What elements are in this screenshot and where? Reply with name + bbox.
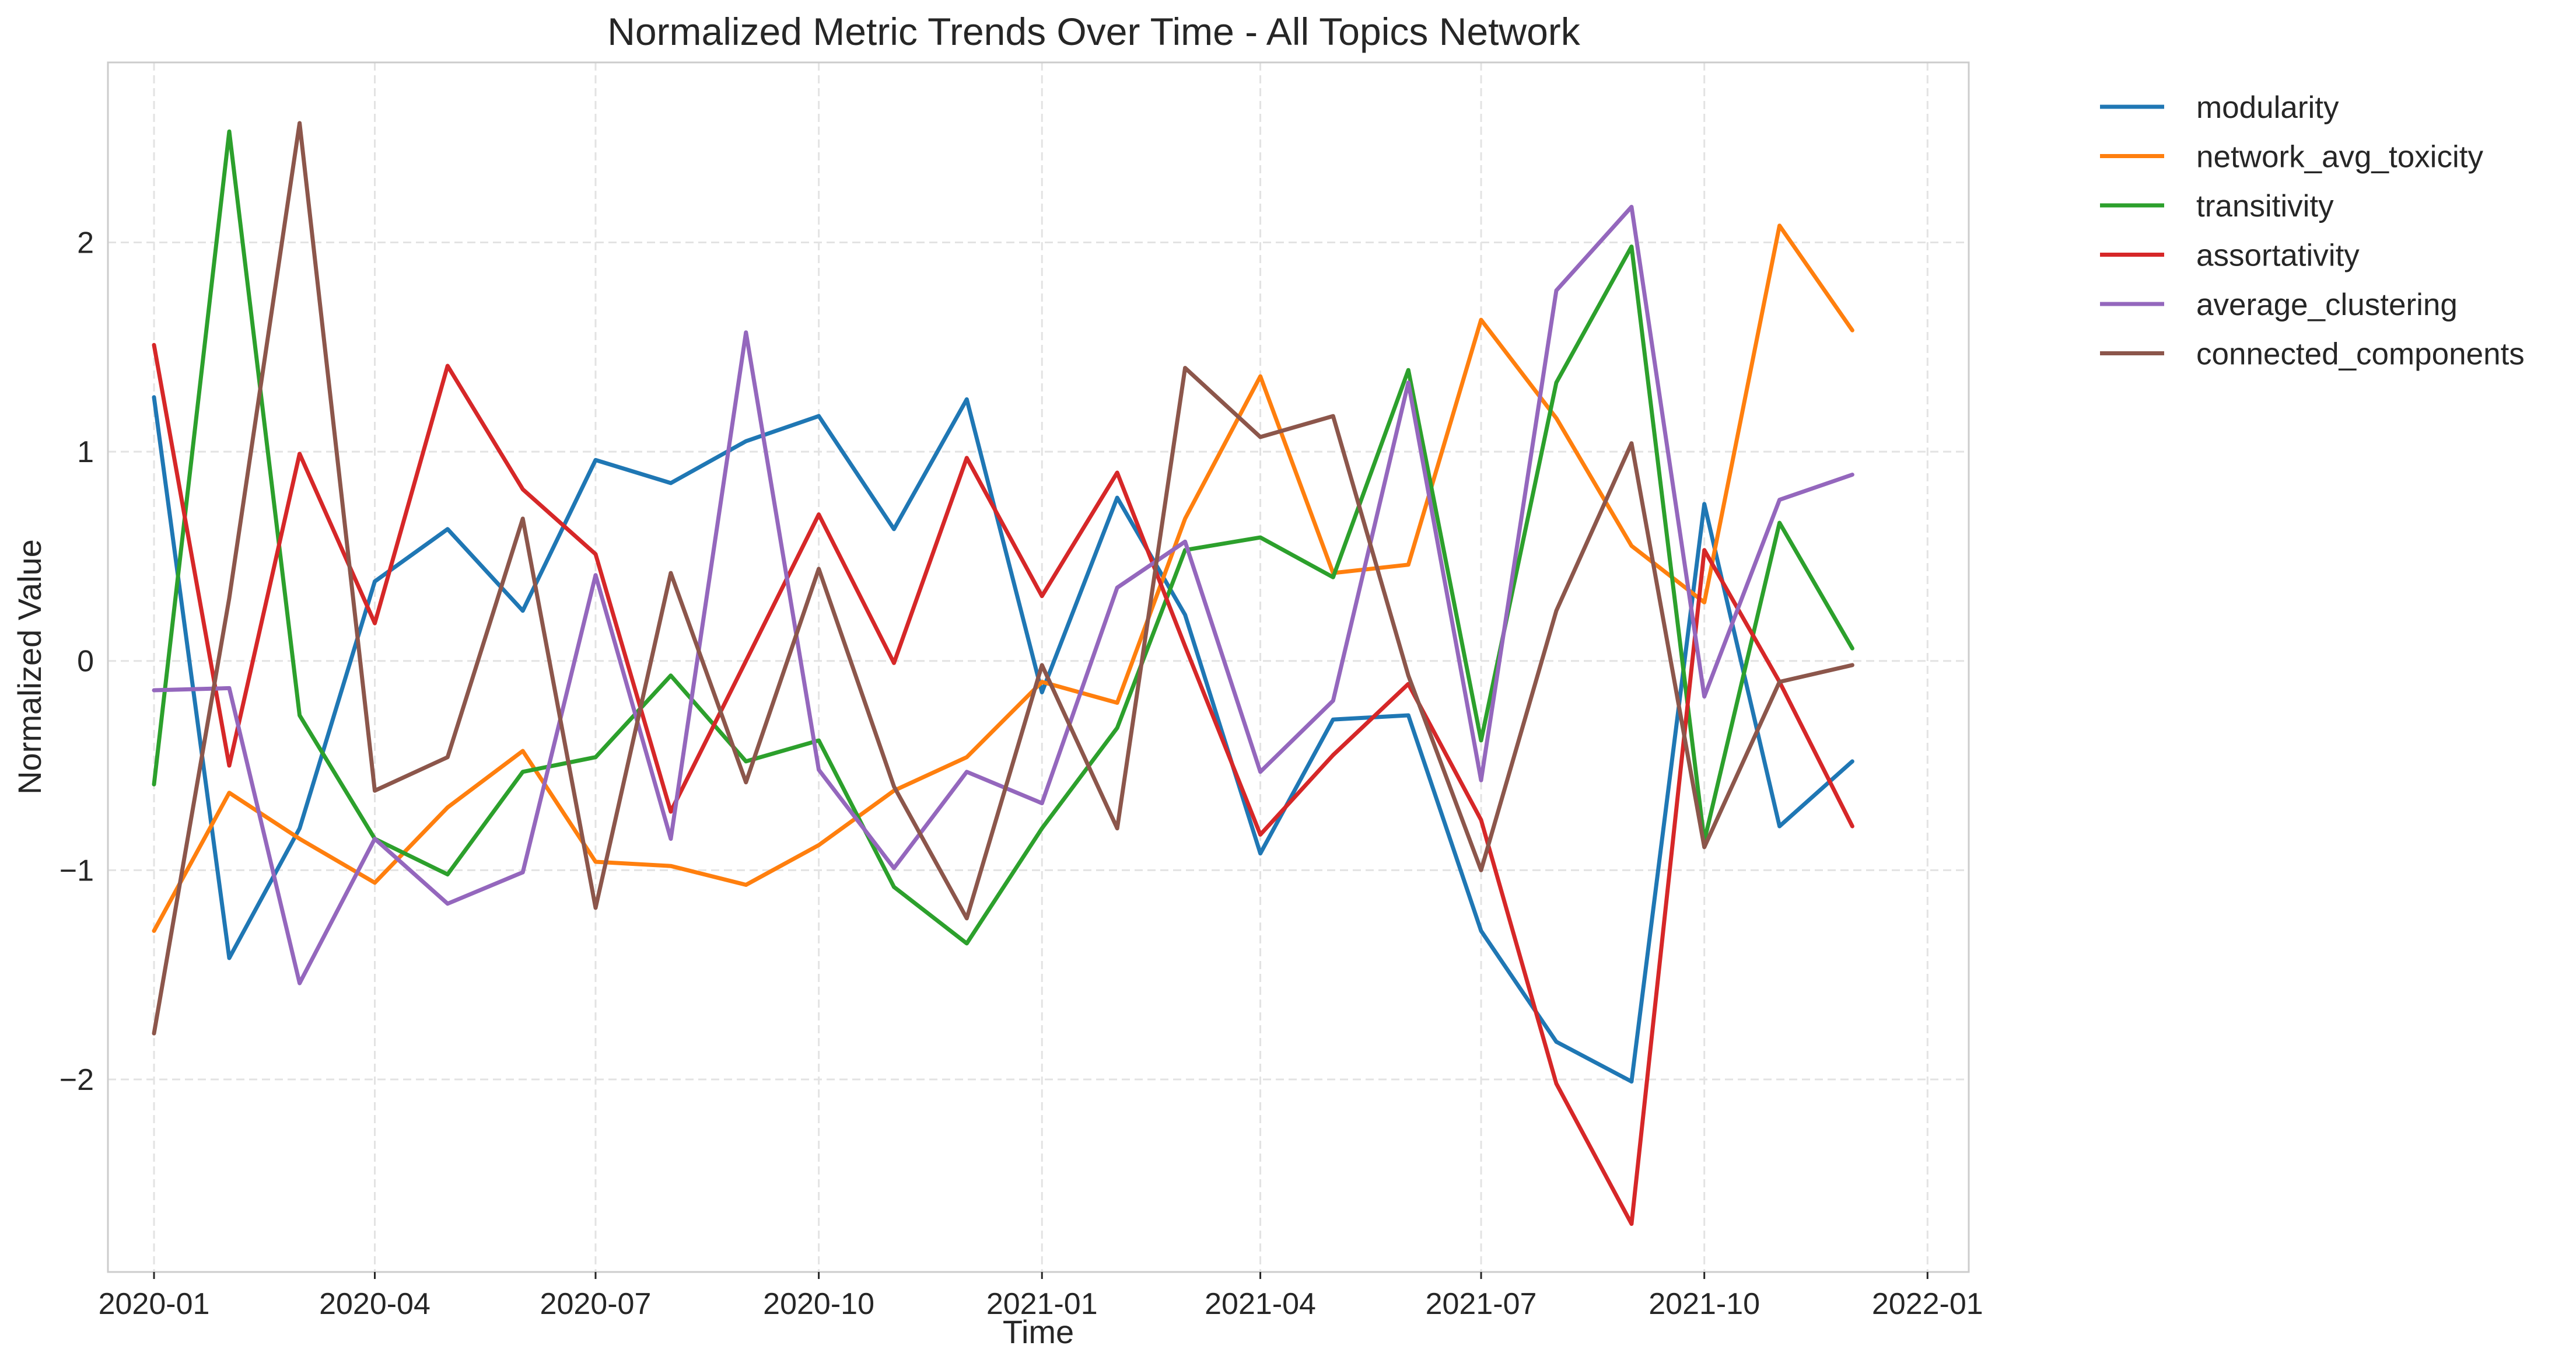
y-axis: −2 −1 0 1 2 bbox=[60, 226, 94, 1097]
plot-frame bbox=[107, 61, 1970, 1273]
series-line-network-avg-toxicity bbox=[152, 223, 1854, 933]
legend-item: network_avg_toxicity bbox=[2100, 140, 2483, 174]
x-axis-label: Time bbox=[1003, 1313, 1074, 1350]
series-line-connected-components bbox=[152, 121, 1854, 1036]
series-line-assortativity bbox=[152, 343, 1854, 1226]
x-tick-label: 2020-01 bbox=[99, 1287, 210, 1321]
chart-title: Normalized Metric Trends Over Time - All… bbox=[607, 10, 1581, 53]
grid-lines bbox=[108, 62, 1969, 1272]
legend-item: assortativity bbox=[2100, 239, 2360, 273]
legend-label: assortativity bbox=[2196, 239, 2360, 273]
x-tick-label: 2021-07 bbox=[1426, 1287, 1537, 1321]
series-line-transitivity bbox=[152, 129, 1854, 946]
x-tick-label: 2020-07 bbox=[540, 1287, 652, 1321]
x-tick-label: 2021-10 bbox=[1648, 1287, 1760, 1321]
series-line-modularity bbox=[152, 395, 1854, 1084]
y-tick-label: 1 bbox=[77, 435, 94, 469]
y-tick-label: −2 bbox=[60, 1063, 94, 1097]
legend-item: connected_components bbox=[2100, 337, 2525, 372]
y-tick-label: 0 bbox=[77, 645, 94, 679]
x-tick-label: 2020-04 bbox=[319, 1287, 430, 1321]
x-tick-label: 2021-01 bbox=[986, 1287, 1098, 1321]
series-lines bbox=[152, 121, 1854, 1226]
x-tick-label: 2021-04 bbox=[1205, 1287, 1316, 1321]
legend-label: average_clustering bbox=[2196, 288, 2458, 322]
legend-label: network_avg_toxicity bbox=[2196, 140, 2483, 174]
y-axis-label: Normalized Value bbox=[11, 539, 48, 795]
legend-label: transitivity bbox=[2196, 189, 2334, 223]
x-tick-label: 2022-01 bbox=[1872, 1287, 1983, 1321]
legend-label: modularity bbox=[2196, 90, 2339, 125]
x-tick-label: 2020-10 bbox=[763, 1287, 874, 1321]
legend: modularity network_avg_toxicity transitivi… bbox=[2100, 90, 2525, 372]
x-axis: 2020-01 2020-04 2020-07 2020-10 2021-01 2021-… bbox=[99, 1272, 1983, 1321]
y-tick-label: 2 bbox=[77, 226, 94, 260]
legend-item: transitivity bbox=[2100, 189, 2334, 223]
legend-item: modularity bbox=[2100, 90, 2339, 125]
y-tick-label: −1 bbox=[60, 854, 94, 887]
legend-label: connected_components bbox=[2196, 337, 2525, 372]
legend-item: average_clustering bbox=[2100, 288, 2458, 322]
